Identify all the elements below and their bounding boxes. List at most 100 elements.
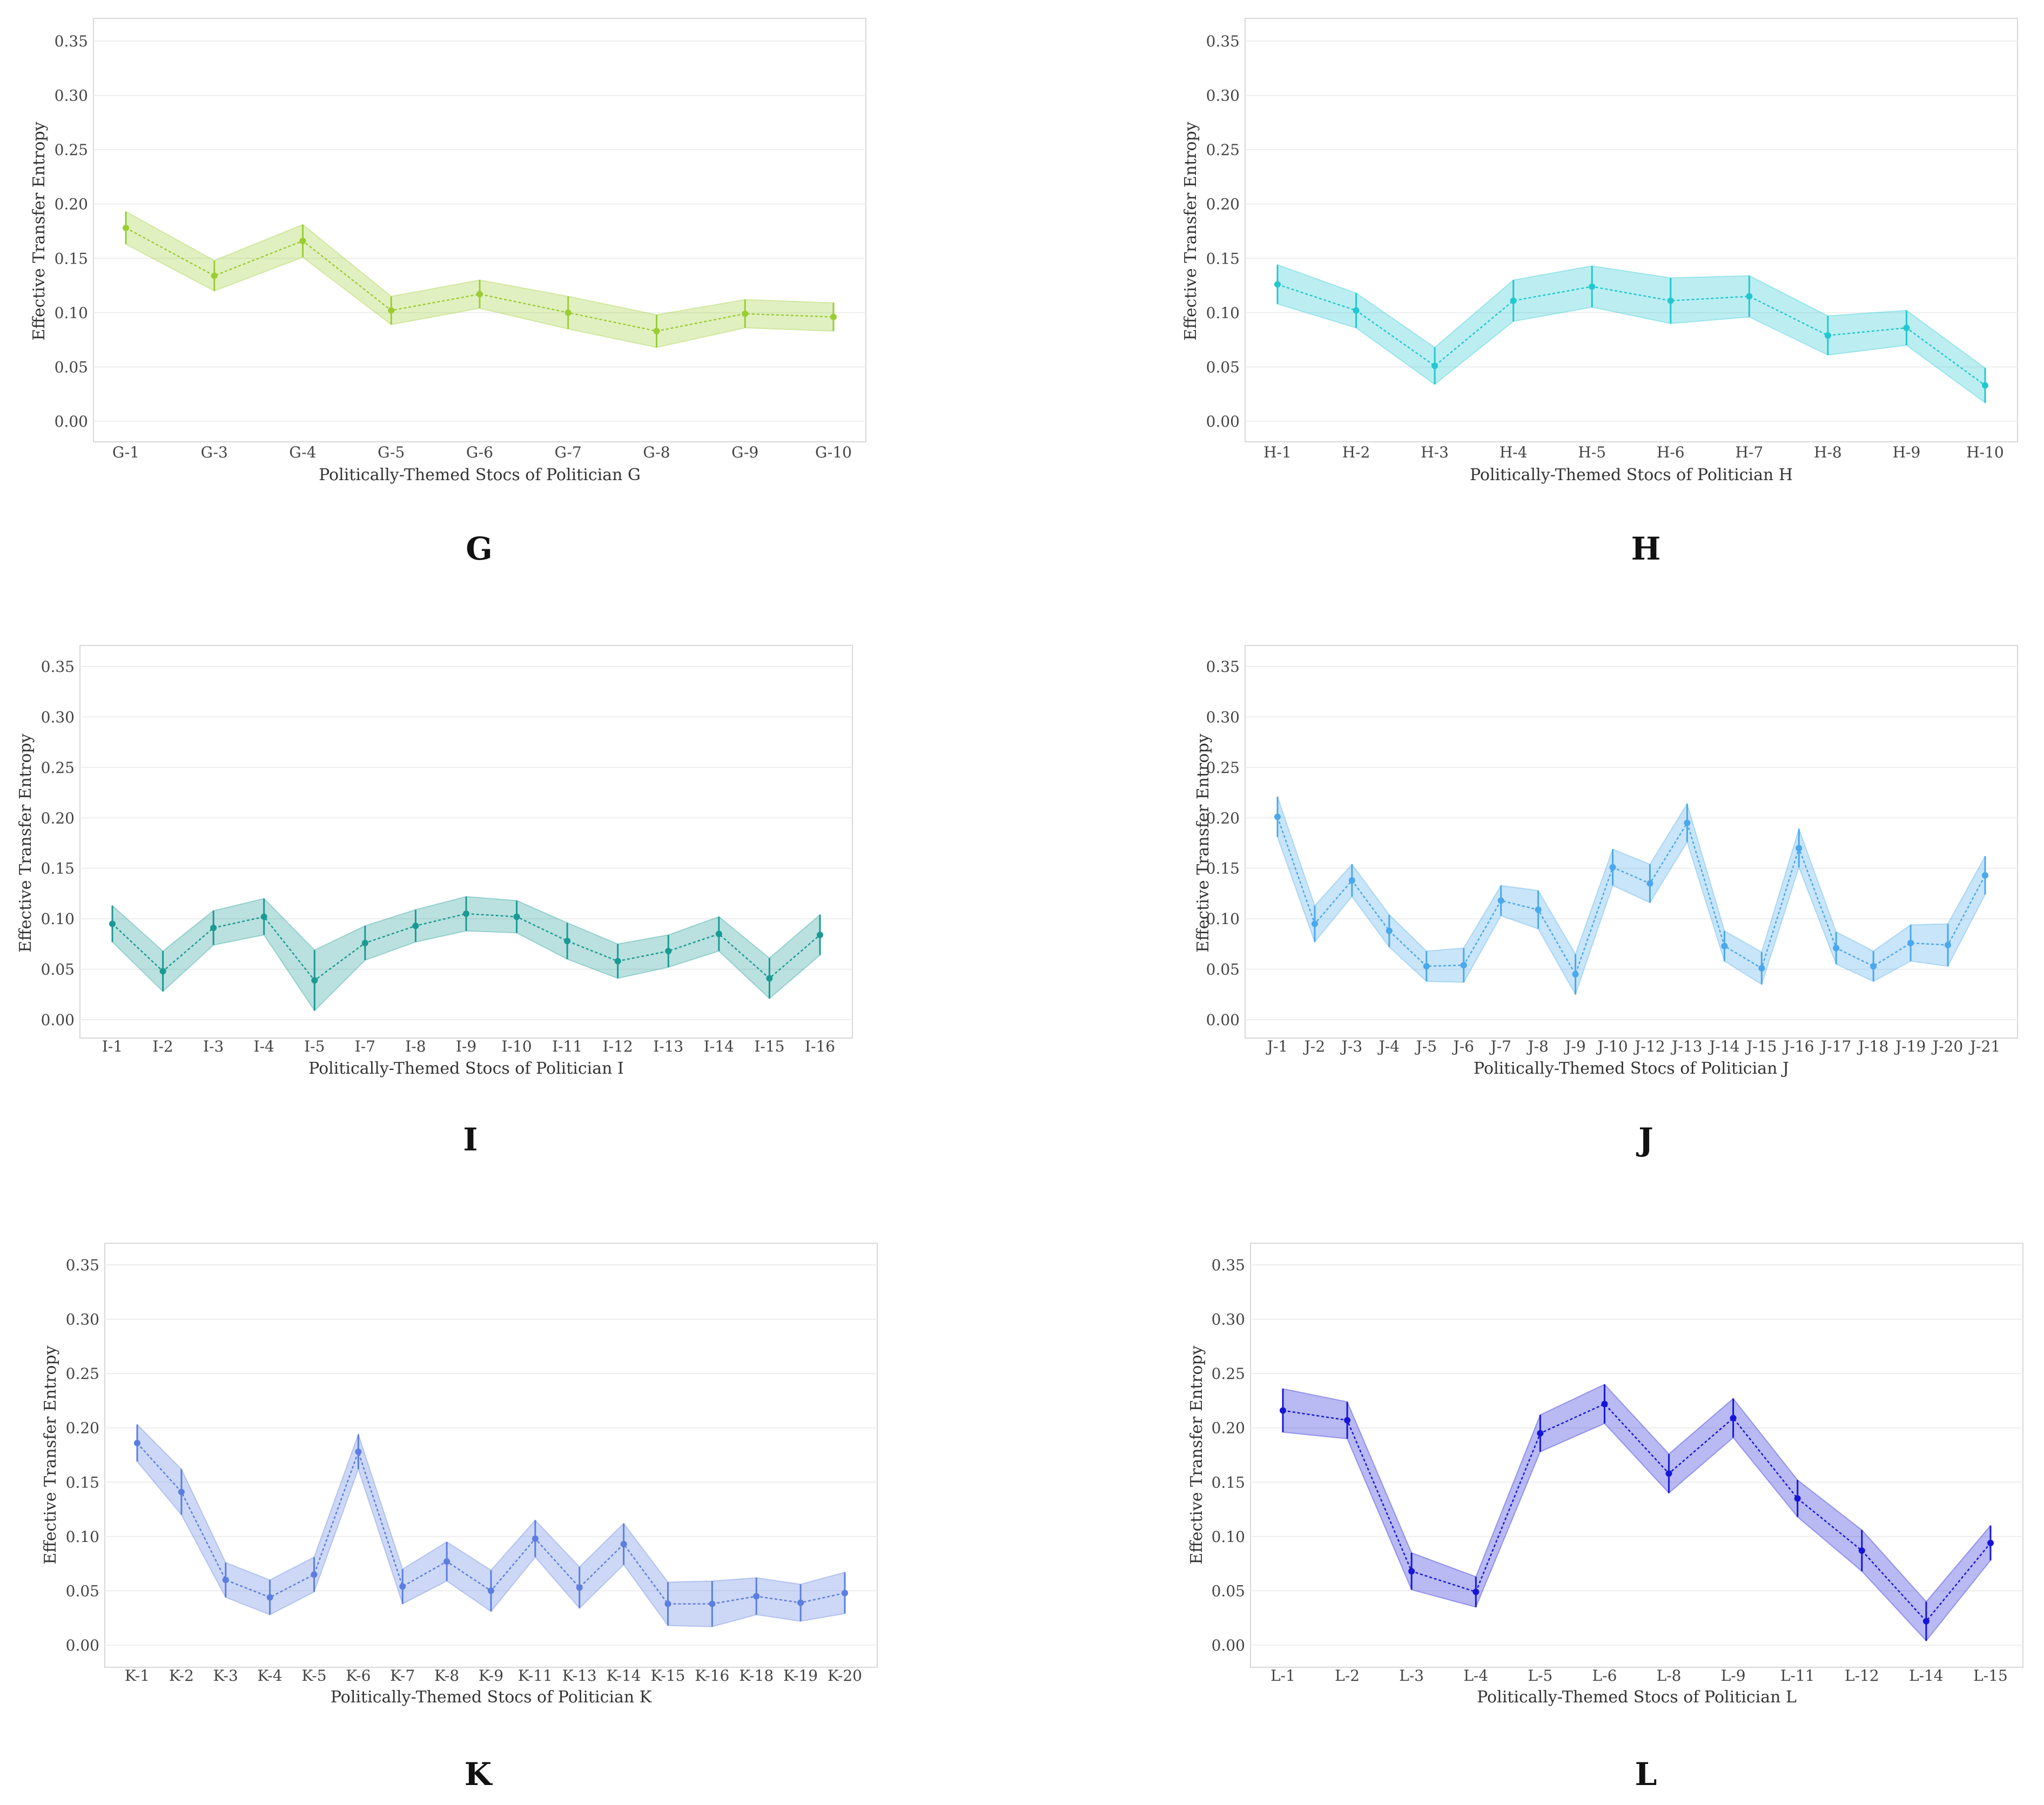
- data-point: [488, 1587, 494, 1594]
- data-point: [222, 1577, 229, 1584]
- chart-panel-I: 0.00 0.05 0.10 0.15 0.20 0.25 0.30 0.35 I-1 I-2 I-…: [16, 645, 853, 1158]
- x-tick-label: I-9: [456, 1038, 476, 1055]
- plot-area: [1245, 18, 2018, 442]
- data-point: [842, 1590, 848, 1597]
- plot-area: [1250, 1243, 2023, 1668]
- y-tick-label: 0.10: [55, 304, 88, 322]
- y-tick-label: 0.15: [1206, 250, 1240, 267]
- x-tick-label: J-9: [1563, 1038, 1586, 1055]
- y-tick-label: 0.15: [1206, 860, 1240, 878]
- data-point: [1274, 281, 1281, 288]
- y-tick-label: 0.00: [55, 413, 88, 430]
- chart-panel-H: 0.00 0.05 0.10 0.15 0.20 0.25 0.30 0.35 H-1 H-2 H-…: [1181, 18, 2018, 567]
- x-tick-label: H-8: [1814, 443, 1842, 461]
- series-line: [1282, 1403, 1991, 1622]
- y-tick-label: 0.10: [1206, 304, 1240, 322]
- plot-area: [79, 645, 853, 1039]
- x-tick-label: K-4: [258, 1667, 283, 1685]
- data-point: [210, 924, 217, 931]
- data-point: [1922, 1618, 1929, 1625]
- x-tick-label: I-14: [704, 1038, 734, 1055]
- y-axis-label: Effective Transfer Entropy: [30, 122, 49, 340]
- x-tick-label: J-21: [1968, 1038, 2000, 1055]
- panel-letter: G: [466, 530, 493, 567]
- x-tick-label: G-4: [289, 443, 316, 461]
- x-tick-label: K-1: [125, 1667, 150, 1685]
- data-point: [1794, 1495, 1801, 1502]
- chart-panel-J: 0.00 0.05 0.10 0.15 0.20 0.25 0.30 0.35 J-1 J-2 J-…: [1194, 645, 2018, 1158]
- y-tick-label: 0.25: [66, 1365, 99, 1383]
- x-tick-label: H-1: [1263, 443, 1292, 461]
- panel-letter: I: [463, 1121, 478, 1158]
- y-tick-label: 0.20: [1206, 196, 1240, 213]
- x-tick-label: K-19: [783, 1667, 818, 1685]
- data-point: [1945, 941, 1952, 948]
- x-tick-label: H-4: [1500, 443, 1528, 461]
- y-tick-label: 0.10: [66, 1528, 99, 1546]
- y-tick-label: 0.30: [41, 708, 75, 726]
- x-tick-label: H-5: [1578, 443, 1606, 461]
- data-point: [1684, 819, 1691, 826]
- data-point: [1311, 920, 1318, 927]
- x-tick-label: K-9: [479, 1667, 503, 1685]
- x-tick-label: I-1: [102, 1038, 123, 1055]
- x-tick-label: K-6: [346, 1667, 371, 1685]
- x-tick-label: I-13: [653, 1038, 683, 1055]
- y-tick-label: 0.30: [1206, 87, 1240, 105]
- y-tick-label: 0.35: [41, 658, 75, 676]
- data-point: [1423, 962, 1430, 969]
- data-point: [830, 313, 837, 320]
- panel-letter: L: [1635, 1756, 1657, 1793]
- data-point: [1646, 880, 1653, 887]
- data-point: [1730, 1415, 1737, 1422]
- x-tick-label: J-17: [1819, 1038, 1851, 1055]
- x-tick-label: K-15: [651, 1667, 685, 1685]
- chart-panel-K: 0.00 0.05 0.10 0.15 0.20 0.25 0.30 0.35 K-1 K-2 K-…: [41, 1243, 878, 1793]
- y-tick-label: 0.25: [1206, 759, 1240, 777]
- y-tick-label: 0.00: [1206, 1011, 1240, 1029]
- plot-area: [93, 18, 866, 442]
- x-tick-label: I-10: [501, 1038, 532, 1055]
- x-tick-label: H-9: [1893, 443, 1921, 461]
- y-tick-label: 0.00: [66, 1636, 99, 1654]
- data-point: [123, 224, 129, 231]
- data-point: [109, 920, 116, 927]
- data-point: [1987, 1539, 1994, 1546]
- data-point: [1535, 906, 1542, 913]
- x-tick-label: J-14: [1707, 1038, 1739, 1055]
- x-tick-label: I-8: [405, 1038, 426, 1055]
- y-tick-label: 0.35: [1212, 1256, 1245, 1274]
- data-point: [1280, 1407, 1286, 1414]
- data-point: [1589, 283, 1596, 290]
- x-tick-label: I-15: [754, 1038, 784, 1055]
- y-axis-label: Effective Transfer Entropy: [16, 733, 35, 952]
- data-point: [1858, 1547, 1865, 1554]
- x-tick-label: L-6: [1592, 1667, 1617, 1685]
- data-point: [817, 932, 823, 939]
- x-axis-label: Politically-Themed Stocs of Politician I: [308, 1059, 624, 1078]
- x-tick-label: K-16: [695, 1667, 729, 1685]
- x-tick-label: L-9: [1721, 1667, 1746, 1685]
- x-tick-label: G-9: [731, 443, 758, 461]
- data-point: [1601, 1400, 1608, 1407]
- x-tick-label: J-12: [1633, 1038, 1665, 1055]
- x-tick-label: G-1: [112, 443, 139, 461]
- y-tick-label: 0.05: [55, 358, 88, 376]
- data-point: [532, 1535, 539, 1542]
- y-tick-label: 0.05: [66, 1582, 99, 1600]
- data-point: [1473, 1588, 1480, 1595]
- data-point: [1665, 1470, 1672, 1477]
- series-line: [125, 227, 834, 332]
- x-tick-label: L-14: [1909, 1667, 1944, 1685]
- x-axis-label: Politically-Themed Stocs of Politician H: [1470, 466, 1793, 484]
- data-point: [266, 1594, 273, 1601]
- data-point: [564, 938, 571, 945]
- y-tick-label: 0.20: [41, 809, 75, 827]
- y-tick-label: 0.30: [66, 1311, 99, 1329]
- x-tick-label: I-11: [552, 1038, 582, 1055]
- data-point: [1344, 1417, 1351, 1424]
- data-point: [1510, 297, 1517, 304]
- data-point: [1833, 945, 1840, 952]
- y-tick-label: 0.00: [1212, 1636, 1245, 1654]
- y-tick-label: 0.30: [55, 87, 88, 105]
